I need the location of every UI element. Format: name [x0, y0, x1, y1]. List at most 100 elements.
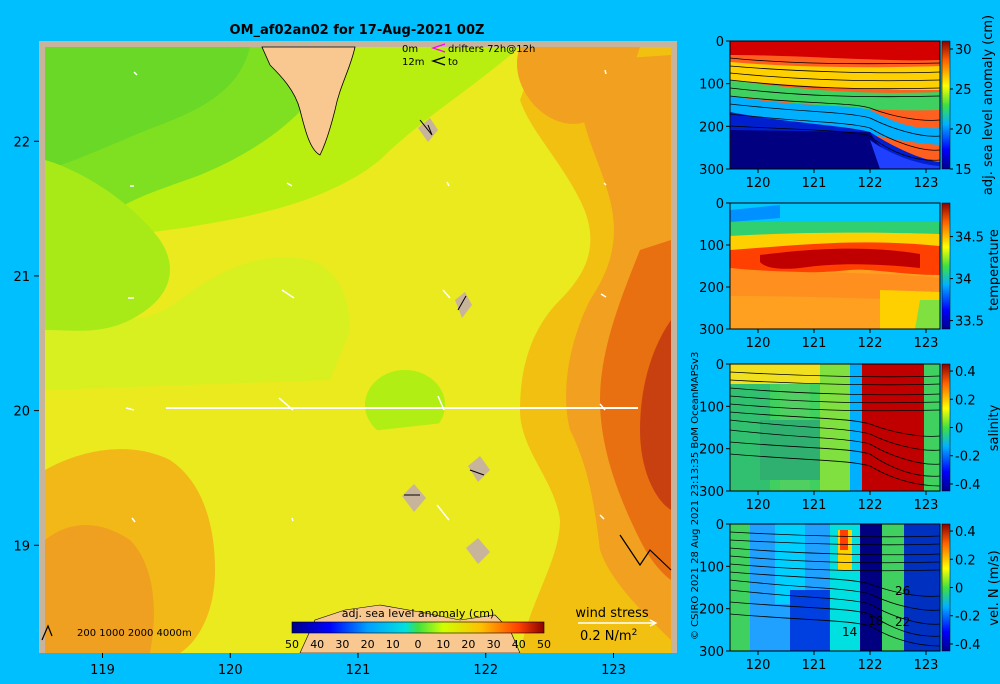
section-colorbar-tick-label: 0.4: [955, 365, 976, 380]
vel-e-colorbar: [941, 523, 951, 652]
colorbar-tick-label: 30: [335, 638, 349, 651]
temperature-colorbar: [941, 40, 951, 170]
vele-contour-label-14: 14: [842, 625, 857, 639]
vele-contour-label-18: 18: [868, 614, 883, 628]
legend-12m: 12m: [402, 57, 424, 68]
sea-level-field: [41, 46, 672, 653]
section-y-tick-label: 300: [699, 163, 724, 178]
section-colorbar-tick-label: 0.2: [955, 553, 976, 568]
chart-title: OM_af02an02 for 17-Aug-2021 00Z: [230, 23, 485, 38]
colorbar-title: adj. sea level anomaly (cm): [342, 607, 494, 620]
map-x-tick-label: 120: [218, 663, 243, 678]
section-y-tick-label: 200: [699, 281, 724, 296]
temperature-colorbar-label: adj. sea level anomaly (cm): [981, 15, 996, 195]
vel-n-colorbar-label: salinity: [987, 404, 1000, 451]
wind-stress-title: wind stress: [575, 606, 649, 621]
section-x-tick-label: 120: [746, 498, 771, 513]
section-y-tick-label: 0: [716, 197, 724, 212]
section-x-tick-label: 123: [914, 176, 939, 191]
section-x-tick-label: 120: [746, 658, 771, 673]
section-y-tick-label: 200: [699, 120, 724, 135]
section-y-tick-label: 200: [699, 443, 724, 458]
salinity-colorbar: [941, 202, 951, 330]
salinity-colorbar-label: temperature: [987, 229, 1000, 311]
map-y-tick-label: 20: [13, 405, 30, 420]
colorbar-tick-label: 20: [461, 638, 475, 651]
vele-contour-label-26: 26: [895, 584, 910, 598]
map-y-tick-label: 22: [13, 135, 30, 150]
colorbar-tick-label: 0: [415, 638, 422, 651]
section-y-tick-label: 100: [699, 78, 724, 93]
wind-vectors: [125, 69, 607, 523]
section-colorbar-tick-label: 0: [955, 422, 963, 437]
legend-0m: 0m: [402, 44, 418, 55]
section-colorbar-tick-label: 33.5: [955, 315, 984, 330]
drifter-legend-marker: [430, 43, 446, 53]
colorbar-tick-label: 20: [361, 638, 375, 651]
colorbar-tick-label: 10: [386, 638, 400, 651]
map-y-tick-label: 21: [13, 270, 30, 285]
section-x-tick-label: 121: [802, 336, 827, 351]
section-y-tick-label: 300: [699, 645, 724, 660]
section-y-tick-label: 200: [699, 603, 724, 618]
section-colorbar-tick-label: 0.2: [955, 393, 976, 408]
map-x-tick-labels: 119 120 121 122 123: [90, 653, 626, 678]
map-x-tick-label: 119: [90, 663, 115, 678]
section-colorbar-tick-label: -0.4: [955, 638, 980, 653]
colorbar-tick-labels: 50 40 30 20 10 0 10 20 30 40 50: [285, 638, 551, 651]
colorbar-tick-label: 50: [537, 638, 551, 651]
colorbar-tick-label: 40: [310, 638, 324, 651]
colorbar-tick-label: 10: [436, 638, 450, 651]
map-x-tick-label: 123: [601, 663, 626, 678]
section-colorbar-tick-label: -0.4: [955, 478, 980, 493]
colorbar: [291, 621, 545, 634]
map-y-tick-label: 19: [13, 539, 30, 554]
section-colorbar-tick-label: 0.4: [955, 525, 976, 540]
colorbar-tick-label: 40: [512, 638, 526, 651]
section-x-tick-label: 120: [746, 176, 771, 191]
legend-drifters: drifters 72h@12h: [448, 44, 535, 55]
map-x-tick-label: 122: [473, 663, 498, 678]
colorbar-tick-label: 50: [285, 638, 299, 651]
section-colorbar-tick-label: 30: [955, 43, 972, 58]
section-colorbar-tick-label: 15: [955, 163, 972, 178]
salinity-section-panel: temperature 33.5 34 34.5 120 121 122 123 0 100…: [699, 197, 1000, 351]
section-colorbar-tick-label: 0: [955, 582, 963, 597]
section-x-tick-label: 121: [802, 498, 827, 513]
wind-scale-label: 0.2 N/m2: [580, 628, 637, 644]
section-y-tick-label: 0: [716, 35, 724, 50]
section-x-tick-label: 122: [858, 498, 883, 513]
section-y-tick-label: 300: [699, 323, 724, 338]
drifter-legend-marker-2: [430, 56, 446, 66]
map-panel: 0m drifters 72h@12h 12m to 200 1000 2000…: [13, 41, 677, 678]
section-x-tick-label: 121: [802, 176, 827, 191]
vel-n-section-panel: salinity -0.4 -0.2 0 0.2 0.4 120 121 122 123 0 1…: [699, 358, 1000, 513]
map-y-tick-labels: 22 21 20 19: [13, 135, 39, 554]
section-x-tick-label: 122: [858, 658, 883, 673]
section-x-tick-label: 122: [858, 336, 883, 351]
colorbar-tick-label: 30: [487, 638, 501, 651]
section-y-tick-label: 100: [699, 560, 724, 575]
section-colorbar-tick-label: 34: [955, 273, 972, 288]
credit-text: © CSIRO 2021 28 Aug 2021 23:13:35 BoM Oc…: [690, 352, 701, 640]
section-y-tick-label: 300: [699, 485, 724, 500]
section-colorbar-tick-label: 25: [955, 83, 972, 98]
legend-to: to: [448, 57, 458, 68]
vel-e-colorbar-label: vel. N (m/s): [987, 550, 1000, 625]
section-x-tick-label: 121: [802, 658, 827, 673]
vel-n-colorbar: [941, 363, 951, 492]
section-colorbar-tick-label: -0.2: [955, 450, 980, 465]
section-x-tick-label: 123: [914, 498, 939, 513]
section-colorbar-tick-label: 34.5: [955, 231, 984, 246]
section-x-tick-label: 120: [746, 336, 771, 351]
section-x-tick-label: 122: [858, 176, 883, 191]
section-y-tick-label: 100: [699, 400, 724, 415]
temperature-section-panel: adj. sea level anomaly (cm) 15 20 25 30 120…: [699, 15, 996, 195]
section-y-tick-label: 0: [716, 358, 724, 373]
map-x-tick-label: 121: [346, 663, 371, 678]
vele-contour-label-22: 22: [895, 615, 910, 629]
section-colorbar-tick-label: -0.2: [955, 610, 980, 625]
section-colorbar-tick-label: 20: [955, 123, 972, 138]
